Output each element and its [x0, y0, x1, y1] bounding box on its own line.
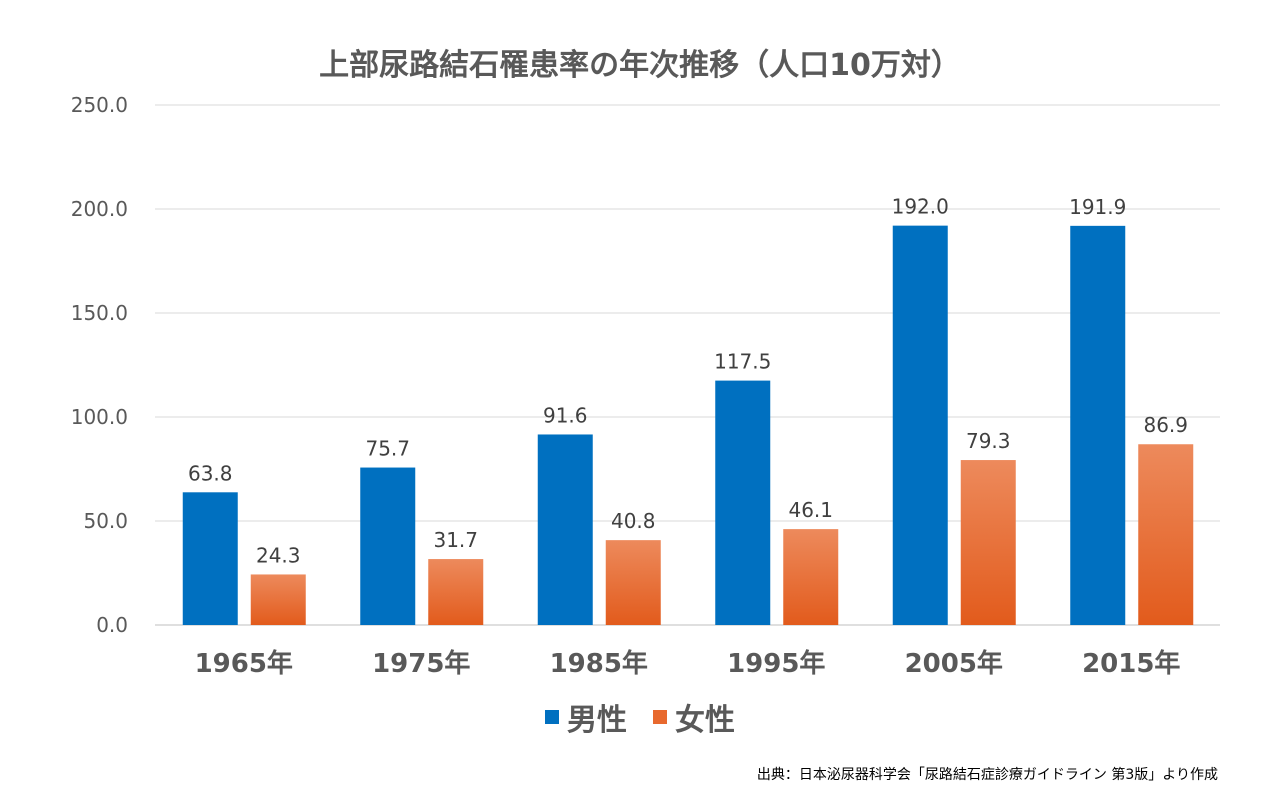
y-tick-label: 150.0 — [71, 301, 128, 325]
bar-female — [250, 574, 306, 625]
legend-swatch-female — [653, 710, 667, 724]
bar-male — [1070, 225, 1126, 625]
bar-male — [892, 225, 948, 625]
data-label: 117.5 — [714, 350, 771, 374]
data-label: 191.9 — [1069, 195, 1126, 219]
legend-label-male: 男性 — [567, 703, 627, 738]
data-label: 79.3 — [966, 429, 1011, 453]
data-label: 24.3 — [256, 543, 301, 567]
legend-label-female: 女性 — [675, 703, 735, 738]
legend-item-male: 男性 — [545, 695, 627, 739]
x-tick-label: 1995年 — [727, 648, 825, 679]
bar-female — [783, 529, 839, 625]
y-tick-label: 50.0 — [83, 509, 128, 533]
data-label: 46.1 — [788, 498, 833, 522]
legend-item-female: 女性 — [653, 695, 735, 739]
data-label: 40.8 — [611, 509, 656, 533]
data-label: 91.6 — [543, 403, 588, 427]
x-tick-label: 2005年 — [905, 648, 1003, 679]
bar-male — [715, 380, 771, 625]
y-tick-label: 200.0 — [71, 197, 128, 221]
bar-male — [360, 467, 416, 625]
bar-female — [605, 540, 661, 625]
data-label: 86.9 — [1143, 413, 1188, 437]
data-label: 75.7 — [365, 437, 410, 461]
bar-female — [1138, 444, 1194, 625]
x-tick-label: 1985年 — [550, 648, 648, 679]
bar-male — [537, 434, 593, 625]
x-tick-label: 1975年 — [372, 648, 470, 679]
x-tick-label: 2015年 — [1082, 648, 1180, 679]
chart-title: 上部尿路結石罹患率の年次推移（人口10万対） — [319, 48, 961, 83]
legend: 男性 女性 — [0, 695, 1280, 739]
bar-female — [428, 559, 484, 625]
x-tick-label: 1965年 — [195, 648, 293, 679]
y-tick-label: 250.0 — [71, 93, 128, 117]
legend-swatch-male — [545, 710, 559, 724]
data-label: 63.8 — [188, 461, 233, 485]
data-label: 31.7 — [433, 528, 478, 552]
data-label: 192.0 — [892, 195, 949, 219]
bar-male — [182, 492, 238, 625]
source-note: 出典：日本泌尿器科学会「尿路結石症診療ガイドライン 第3版」より作成 — [756, 767, 1218, 783]
y-tick-label: 0.0 — [96, 613, 128, 637]
y-tick-label: 100.0 — [71, 405, 128, 429]
bar-female — [960, 460, 1016, 625]
